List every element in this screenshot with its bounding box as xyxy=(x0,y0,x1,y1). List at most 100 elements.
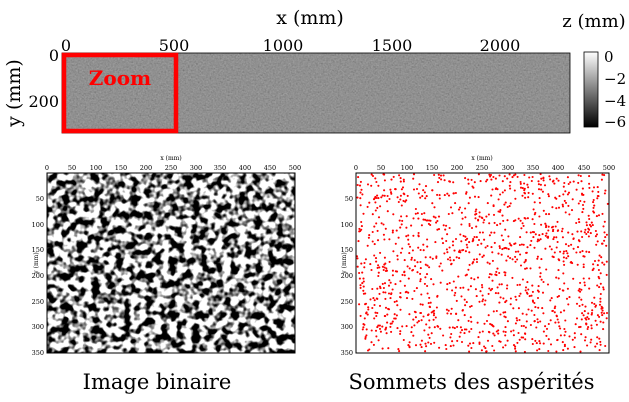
peak-marker xyxy=(399,308,402,311)
colorbar-tick: −2 xyxy=(604,70,626,88)
peak-marker xyxy=(586,344,589,347)
peak-marker xyxy=(539,238,542,241)
peak-marker xyxy=(357,240,360,243)
peak-marker xyxy=(594,304,598,307)
peak-marker xyxy=(468,224,471,227)
peak-marker xyxy=(370,329,373,332)
peak-marker xyxy=(446,233,449,236)
peak-marker xyxy=(454,202,457,205)
peak-marker xyxy=(561,205,565,208)
peak-marker xyxy=(422,315,425,318)
peaks-xtick: 50 xyxy=(377,164,385,172)
peak-marker xyxy=(380,222,383,225)
colorbar xyxy=(583,51,599,128)
peak-marker xyxy=(357,176,360,179)
peak-marker xyxy=(585,322,588,325)
peak-marker xyxy=(546,236,549,239)
peak-marker xyxy=(566,193,569,196)
peak-marker xyxy=(468,251,471,254)
peak-marker xyxy=(486,178,489,181)
peak-marker xyxy=(381,325,384,328)
peak-marker xyxy=(384,306,388,309)
peak-marker xyxy=(430,332,433,335)
peak-marker xyxy=(565,297,569,300)
peak-marker xyxy=(393,300,396,303)
peak-marker xyxy=(532,208,535,211)
peak-marker xyxy=(587,231,590,234)
peak-marker xyxy=(529,267,532,270)
peak-marker xyxy=(382,291,385,294)
peak-marker xyxy=(490,273,493,276)
peak-marker xyxy=(479,180,482,183)
binary-xtick: 400 xyxy=(239,164,251,172)
peak-marker xyxy=(383,266,386,269)
peak-marker xyxy=(542,177,545,180)
peak-marker xyxy=(494,177,497,180)
peak-marker xyxy=(470,178,473,181)
peak-marker xyxy=(588,277,591,280)
peak-marker xyxy=(510,330,513,333)
peak-marker xyxy=(557,277,560,280)
peak-marker xyxy=(582,266,585,269)
peak-marker xyxy=(537,306,540,309)
peak-marker xyxy=(602,286,605,289)
peak-marker xyxy=(557,321,560,324)
peak-marker xyxy=(599,297,602,300)
peak-marker xyxy=(506,284,509,287)
peak-marker xyxy=(416,271,419,274)
peaks-xtick: 0 xyxy=(354,164,358,172)
peak-marker xyxy=(494,292,497,295)
peak-marker xyxy=(449,312,453,315)
peak-marker xyxy=(433,173,436,177)
peak-marker xyxy=(464,238,467,242)
peak-marker xyxy=(495,270,498,273)
peak-marker xyxy=(449,336,452,339)
peak-marker xyxy=(526,281,529,284)
peak-marker xyxy=(600,256,603,259)
peak-marker xyxy=(601,212,604,215)
peak-marker xyxy=(541,190,544,193)
peak-marker xyxy=(522,243,525,246)
peak-marker xyxy=(448,256,452,259)
peak-marker xyxy=(525,320,528,323)
peak-marker xyxy=(360,225,363,228)
peak-marker xyxy=(390,330,393,333)
peak-marker xyxy=(426,219,429,222)
peaks-ytick: 150 xyxy=(341,246,353,254)
peak-marker xyxy=(420,319,423,322)
binary-xtick: 0 xyxy=(45,164,49,172)
peaks-ytick: 200 xyxy=(341,272,353,280)
peak-marker xyxy=(358,271,361,275)
peak-marker xyxy=(558,195,561,198)
peak-marker xyxy=(434,241,437,244)
peak-marker xyxy=(442,334,445,337)
peak-marker xyxy=(368,348,371,351)
peak-marker xyxy=(585,250,588,253)
peak-marker xyxy=(400,215,403,218)
peak-marker xyxy=(604,344,607,348)
peak-marker xyxy=(531,299,534,302)
peak-marker xyxy=(392,213,395,216)
peak-marker xyxy=(391,231,394,234)
peak-marker xyxy=(453,249,456,252)
peak-marker xyxy=(447,212,450,216)
peak-marker xyxy=(578,221,581,224)
peak-marker xyxy=(439,174,443,177)
peak-marker xyxy=(526,217,529,220)
peak-marker xyxy=(508,205,511,208)
peak-marker xyxy=(414,344,418,347)
peak-marker xyxy=(579,350,582,353)
peak-marker xyxy=(485,180,488,183)
peak-marker xyxy=(497,332,500,335)
peak-marker xyxy=(509,187,512,190)
peak-marker xyxy=(511,276,514,279)
peak-marker xyxy=(391,269,394,272)
peak-marker xyxy=(413,259,416,262)
peak-marker xyxy=(377,216,381,219)
peak-marker xyxy=(462,234,465,237)
peak-marker xyxy=(536,289,539,292)
peak-marker xyxy=(453,294,456,297)
peak-marker xyxy=(362,292,365,295)
peak-marker xyxy=(391,274,394,277)
peak-marker xyxy=(380,196,383,199)
